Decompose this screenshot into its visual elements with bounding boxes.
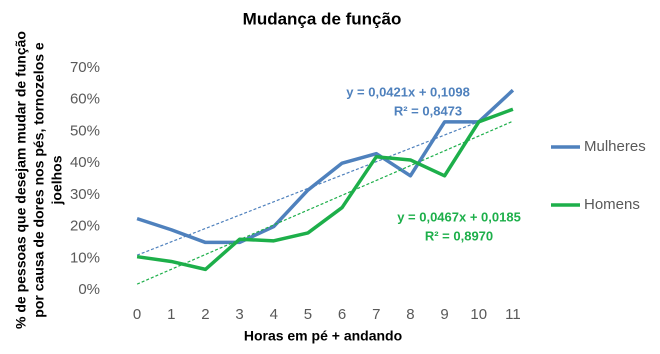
x-tick-label: 4: [270, 306, 278, 323]
x-tick-label: 7: [372, 306, 380, 323]
x-tick-label: 6: [338, 306, 346, 323]
x-tick-label: 1: [167, 306, 175, 323]
series-line: [136, 107, 514, 272]
x-tick-label: 0: [133, 306, 141, 323]
x-tick-label: 5: [304, 306, 312, 323]
series-line: [136, 88, 515, 245]
trend-r2: R² = 0,8473: [394, 103, 462, 118]
legend-label: Mulheres: [584, 138, 646, 155]
trendline: [136, 107, 514, 256]
y-tick-label: 20%: [70, 218, 100, 235]
y-tick-label: 50%: [70, 122, 100, 139]
trendline: [136, 120, 514, 285]
trend-r2: R² = 0,8970: [425, 228, 493, 243]
y-axis-title-line: joelhos: [49, 155, 65, 205]
y-tick-label: 70%: [70, 59, 100, 76]
y-tick-label: 0%: [78, 281, 100, 298]
legend-label: Homens: [584, 196, 640, 213]
trend-equation: y = 0,0421x + 0,1098: [346, 84, 470, 99]
x-tick-label: 8: [406, 306, 414, 323]
y-tick-label: 10%: [70, 249, 100, 266]
chart-title: Mudança de função: [243, 9, 402, 28]
trend-equation: y = 0,0467x + 0,0185: [397, 209, 521, 224]
y-tick-label: 60%: [70, 91, 100, 108]
y-axis-title-line: por causa de dores nos pés, tornozelos e: [31, 42, 47, 318]
y-axis-title-line: % de pessoas que desejam mudar de função: [13, 31, 29, 329]
x-axis-title: Horas em pé + andando: [244, 328, 402, 344]
x-tick-label: 9: [440, 306, 448, 323]
y-axis-title: % de pessoas que desejam mudar de função…: [13, 31, 65, 329]
x-tick-label: 3: [235, 306, 243, 323]
y-tick-label: 40%: [70, 154, 100, 171]
y-tick-label: 30%: [70, 186, 100, 203]
x-tick-label: 2: [201, 306, 209, 323]
x-tick-label: 11: [505, 306, 521, 323]
x-tick-label: 10: [470, 306, 487, 323]
